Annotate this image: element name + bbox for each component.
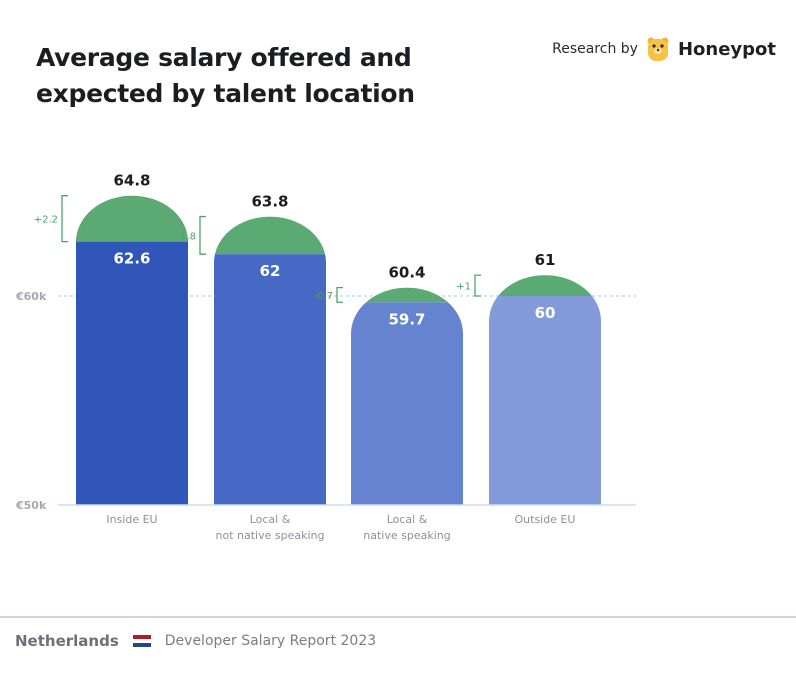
difference-label: -1.8 xyxy=(176,231,196,242)
difference-bracket xyxy=(474,274,481,297)
footer-report: Developer Salary Report 2023 xyxy=(164,633,377,649)
bar-offered xyxy=(214,254,326,505)
bar-offered xyxy=(351,302,463,505)
offered-label: 59.7 xyxy=(388,310,425,328)
bar-difference-cap xyxy=(76,195,188,242)
bear-icon xyxy=(647,37,669,61)
bar-group xyxy=(76,195,188,505)
y-tick-label: €60k xyxy=(15,290,47,303)
title-line-2: expected by talent location xyxy=(36,79,415,108)
bar-difference-cap xyxy=(214,216,326,255)
y-tick-label: €50k xyxy=(15,499,47,512)
x-tick-label: Local & xyxy=(387,513,428,526)
difference-label: +1 xyxy=(456,282,471,293)
brand-prefix: Research by xyxy=(552,41,638,57)
offered-label: 62 xyxy=(260,262,281,280)
bar-difference-cap xyxy=(351,287,463,303)
footer-divider xyxy=(0,616,796,618)
offered-label: 62.6 xyxy=(113,250,150,268)
expected-label: 63.8 xyxy=(251,193,288,211)
x-tick-label: not native speaking xyxy=(216,529,325,542)
bar-offered xyxy=(489,296,601,505)
bar-offered xyxy=(76,241,188,505)
expected-label: 61 xyxy=(535,251,556,269)
x-tick-label: Inside EU xyxy=(106,513,157,526)
difference-label: -0.7 xyxy=(313,291,333,302)
expected-label: 60.4 xyxy=(388,264,425,282)
bar-group xyxy=(489,275,601,505)
difference-bracket xyxy=(336,286,343,303)
difference-label: +2.2 xyxy=(34,215,58,226)
difference-bracket xyxy=(199,215,206,255)
bar-difference-cap xyxy=(489,275,601,296)
brand: Research by Honeypot xyxy=(552,36,776,62)
x-tick-label: Outside EU xyxy=(515,513,576,526)
footer: Netherlands Developer Salary Report 2023 xyxy=(15,632,376,650)
expected-label: 64.8 xyxy=(113,172,150,190)
brand-name: Honeypot xyxy=(677,38,776,60)
footer-country: Netherlands xyxy=(15,632,119,650)
chart-title: Average salary offered and expected by t… xyxy=(36,40,415,112)
x-tick-label: Local & xyxy=(250,513,291,526)
difference-bracket xyxy=(61,195,68,243)
x-tick-label: native speaking xyxy=(363,529,450,542)
bar-group xyxy=(214,216,326,505)
title-line-1: Average salary offered and xyxy=(36,43,412,72)
netherlands-flag-icon xyxy=(132,634,151,648)
offered-label: 60 xyxy=(535,304,556,322)
